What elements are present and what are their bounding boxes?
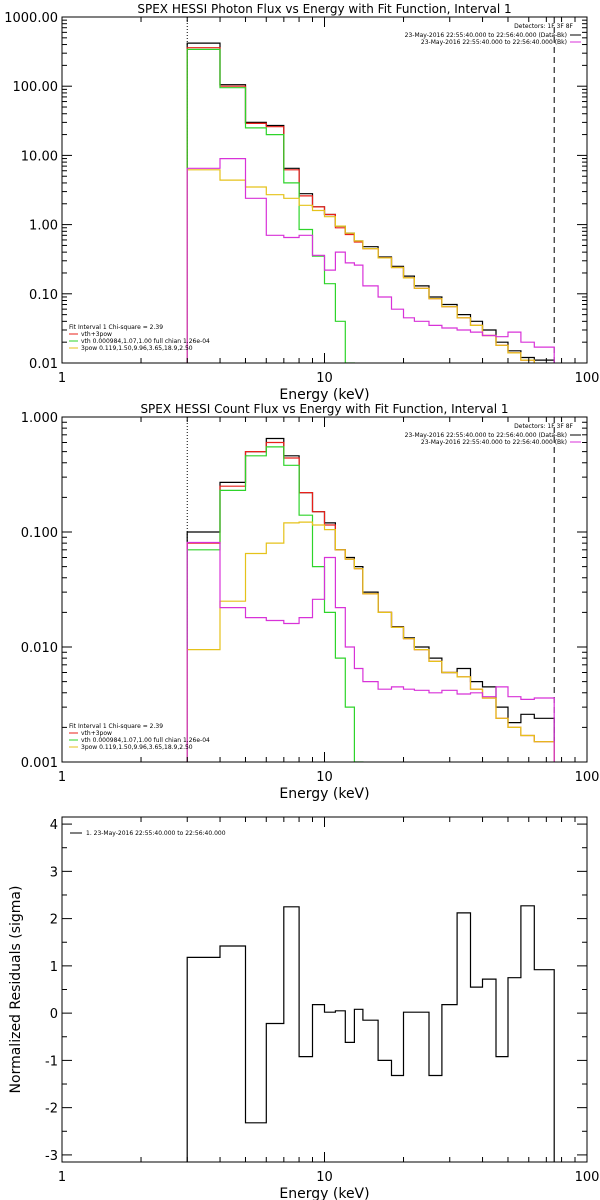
- series-line-3: [186, 48, 555, 363]
- legend-top-entry: 23-May-2016 22:55:40.000 to 22:56:40.000…: [421, 39, 567, 46]
- series-line-1: [186, 437, 555, 762]
- x-tick-label: 10: [316, 1170, 333, 1185]
- series-line-3: [186, 446, 555, 762]
- legend-bottom-entry: 3pow 0.119,1.50,9.96,3.65,18.9,2.50: [81, 345, 193, 352]
- y-tick-label: -1: [45, 1054, 58, 1069]
- legend-top-title: Detectors: 1F 3F 8F: [514, 23, 573, 30]
- y-tick-label: -3: [45, 1149, 58, 1164]
- legend-top-entry: 23-May-2016 22:55:40.000 to 22:56:40.000…: [405, 432, 567, 439]
- y-tick-label: 4: [50, 818, 58, 833]
- x-axis-label: Energy (keV): [279, 387, 369, 403]
- y-tick-label: 0.010: [21, 641, 58, 656]
- plot-frame: [61, 16, 588, 364]
- series-line-2: [186, 47, 555, 363]
- x-tick-label: 1: [58, 770, 66, 785]
- series-line-5: [186, 541, 555, 762]
- x-axis-label: Energy (keV): [279, 1186, 369, 1200]
- legend-entry: 1. 23-May-2016 22:55:40.000 to 22:56:40.…: [86, 830, 226, 837]
- y-tick-label: 0.01: [29, 357, 58, 372]
- series-line-5: [186, 158, 555, 363]
- chart-title: SPEX HESSI Photon Flux vs Energy with Fi…: [137, 2, 511, 16]
- y-tick-label: 2: [50, 913, 58, 928]
- x-axis-label: Energy (keV): [279, 786, 369, 802]
- legend-bottom-entry: vth+3pow: [81, 730, 112, 737]
- series-group: [186, 437, 555, 762]
- y-tick-label: 1.00: [29, 219, 58, 234]
- x-tick-label: 100: [575, 1170, 600, 1185]
- y-tick-label: 1000.00: [4, 11, 58, 26]
- series-line-4: [186, 521, 555, 762]
- y-tick-label: 0.10: [29, 288, 58, 303]
- y-axis-label: Normalized Residuals (sigma): [8, 886, 24, 1094]
- y-tick-label: 0: [50, 1007, 58, 1022]
- legend-bottom-entry: 3pow 0.119,1.50,9.96,3.65,18.9,2.50: [81, 744, 193, 751]
- series-line-4: [186, 169, 555, 363]
- chart-1: SPEX HESSI Photon Flux vs Energy with Fi…: [4, 2, 600, 403]
- x-tick-label: 10: [316, 371, 333, 386]
- legend-bottom-title: Fit Interval 1 Chi-square = 2.39: [69, 723, 163, 730]
- legend-top-title: Detectors: 1F 3F 8F: [514, 423, 573, 430]
- x-tick-label: 100: [575, 770, 600, 785]
- y-tick-label: 1: [50, 960, 58, 975]
- x-tick-label: 100: [575, 371, 600, 386]
- x-tick-label: 10: [316, 770, 333, 785]
- x-tick-label: 1: [58, 1170, 66, 1185]
- chart-title: SPEX HESSI Count Flux vs Energy with Fit…: [140, 402, 508, 416]
- y-tick-label: 3: [50, 865, 58, 880]
- legend-bottom-entry: vth 0.000984,1.07,1.00 full chian 1.26e-…: [81, 737, 210, 744]
- x-tick-label: 1: [58, 371, 66, 386]
- y-tick-label: 0.100: [21, 526, 58, 541]
- legend-bottom-entry: vth+3pow: [81, 331, 112, 338]
- chart-2: SPEX HESSI Count Flux vs Energy with Fit…: [21, 402, 600, 802]
- y-tick-label: 0.001: [21, 756, 58, 771]
- y-tick-label: -2: [45, 1102, 58, 1117]
- y-tick-label: 1.000: [21, 411, 58, 426]
- series-group: [186, 905, 555, 1162]
- legend-bottom-entry: vth 0.000984,1.07,1.00 full chian 1.26e-…: [81, 338, 210, 345]
- series-group: [186, 42, 555, 363]
- legend-top-entry: 23-May-2016 22:55:40.000 to 22:56:40.000…: [421, 439, 567, 446]
- series-line-1: [186, 42, 555, 363]
- y-tick-label: 100.00: [13, 80, 59, 95]
- y-tick-label: 10.00: [21, 149, 58, 164]
- legend-top-entry: 23-May-2016 22:55:40.000 to 22:56:40.000…: [405, 32, 567, 39]
- series-line-1: [186, 905, 555, 1162]
- legend-bottom-title: Fit Interval 1 Chi-square = 2.39: [69, 324, 163, 331]
